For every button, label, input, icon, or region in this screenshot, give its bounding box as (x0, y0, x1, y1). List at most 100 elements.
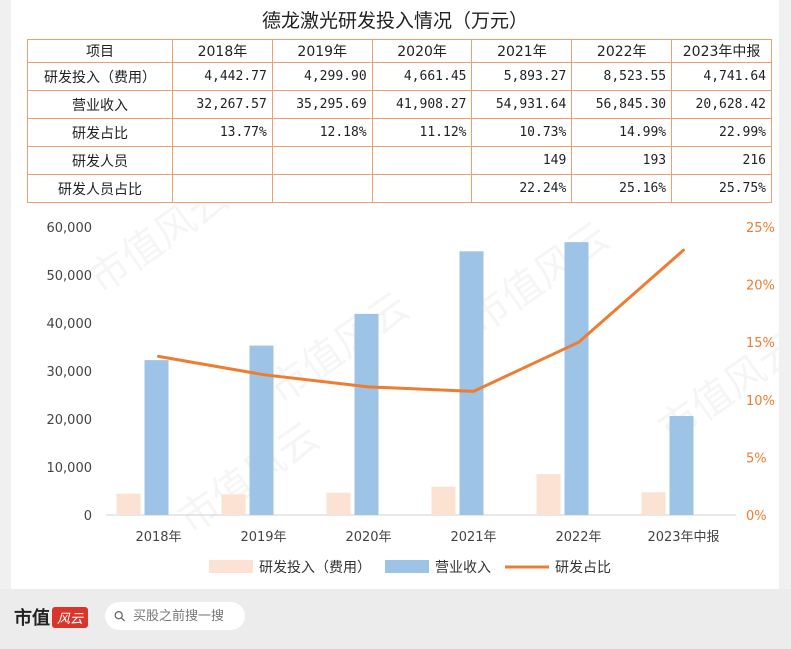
table-cell: 54,931.64 (471, 90, 573, 119)
table-cell: 4,299.90 (271, 62, 373, 91)
bar-revenue (354, 313, 379, 515)
brand-logo[interactable]: 市值 风云 (14, 605, 89, 629)
footer-bar: 市值 风云 (0, 589, 791, 649)
y-right-tick-label: 0% (746, 509, 767, 524)
y-left-tick-label: 50,000 (47, 269, 93, 284)
table-header-year: 2023年中报 (671, 39, 772, 63)
table-header-year: 2019年 (271, 39, 373, 63)
bar-revenue (564, 242, 589, 515)
table-cell: 4,741.64 (671, 62, 772, 91)
table-row: 营业收入 32,267.57 35,295.69 41,908.27 54,931.64… (27, 90, 772, 119)
table-cell: 41,908.27 (371, 90, 473, 119)
y-left-tick-label: 30,000 (47, 365, 93, 380)
table-row: 研发人员占比 22.24% 25.16% 25.75% (27, 174, 772, 203)
y-left-tick-label: 10,000 (47, 461, 93, 476)
line-rd-ratio (157, 248, 685, 393)
y-right-tick-label: 5% (746, 451, 767, 466)
table-cell: 8,523.55 (571, 62, 673, 91)
y-right-tick-label: 10% (746, 394, 775, 409)
x-tick-label: 2020年 (345, 530, 391, 545)
logo-badge: 风云 (52, 606, 89, 628)
data-table: 项目 2018年 2019年 2020年 2021年 2022年 2023年中报 研发投入（… (27, 39, 772, 203)
table-cell (271, 174, 373, 203)
table-row-label: 研发占比 (27, 118, 173, 147)
bar-revenue (459, 251, 484, 515)
table-cell: 149 (471, 146, 573, 175)
table-cell: 13.77% (172, 118, 273, 147)
y-left-tick-label: 60,000 (47, 221, 93, 236)
y-left-tick-label: 40,000 (47, 317, 93, 332)
legend-label: 研发占比 (555, 560, 611, 576)
x-tick-label: 2018年 (135, 530, 181, 545)
x-tick-label: 2022年 (555, 530, 601, 545)
bar-rd-expense (326, 492, 351, 515)
bar-rd-expense (221, 494, 246, 515)
legend-label: 研发投入（费用） (259, 560, 371, 576)
x-tick-label: 2021年 (450, 530, 496, 545)
table-cell: 22.24% (471, 174, 573, 203)
table-cell: 20,628.42 (671, 90, 772, 119)
table-cell: 5,893.27 (471, 62, 573, 91)
table-cell: 14.99% (571, 118, 673, 147)
table-cell: 32,267.57 (172, 90, 273, 119)
table-cell: 25.75% (671, 174, 772, 203)
table-header-year: 2022年 (571, 39, 673, 63)
table-cell: 4,661.45 (371, 62, 473, 91)
table-row: 研发人员 149 193 216 (27, 146, 772, 175)
table-cell: 56,845.30 (571, 90, 673, 119)
table-cell: 11.12% (371, 118, 473, 147)
bar-rd-expense (536, 474, 561, 515)
bar-revenue (144, 360, 169, 515)
table-cell (172, 174, 273, 203)
bar-rd-expense (116, 493, 141, 515)
table-header-row: 项目 2018年 2019年 2020年 2021年 2022年 2023年中报 (27, 39, 772, 63)
table-cell (172, 146, 273, 175)
table-cell (271, 146, 373, 175)
table-header-year: 2021年 (471, 39, 573, 63)
search-box[interactable] (105, 602, 245, 630)
table-row-label: 研发投入（费用） (27, 62, 173, 91)
search-icon (114, 611, 125, 622)
table-cell: 193 (571, 146, 673, 175)
search-input[interactable] (131, 607, 245, 625)
legend-swatch (209, 560, 253, 573)
bar-revenue (669, 415, 694, 515)
y-right-tick-label: 20% (746, 279, 775, 294)
table-header-item: 项目 (27, 39, 173, 63)
table-row-label: 研发人员占比 (27, 174, 173, 203)
bar-revenue (249, 345, 274, 515)
y-right-tick-label: 15% (746, 336, 775, 351)
legend-label: 营业收入 (435, 560, 491, 576)
table-cell (371, 146, 473, 175)
table-row: 研发投入（费用） 4,442.77 4,299.90 4,661.45 5,893.27… (27, 62, 772, 91)
table-cell: 216 (671, 146, 772, 175)
table-cell: 10.73% (471, 118, 573, 147)
table-cell: 35,295.69 (271, 90, 373, 119)
x-tick-label: 2023年中报 (647, 530, 719, 545)
table-row-label: 营业收入 (27, 90, 173, 119)
table-row: 研发占比 13.77% 12.18% 11.12% 10.73% 14.99% 22.99% (27, 118, 772, 147)
table-cell: 12.18% (271, 118, 373, 147)
table-cell: 22.99% (671, 118, 772, 147)
y-left-tick-label: 0 (84, 509, 92, 524)
logo-text: 市值 (14, 608, 50, 629)
combo-chart: 市值风云市值风云市值风云市值风云市值风云 010,00020,00030,000… (47, 205, 775, 576)
chart-title: 德龙激光研发投入情况（万元） (261, 10, 528, 32)
chart-card: 德龙激光研发投入情况（万元） 项目 2018年 2019年 2020年 2021年 202… (11, 0, 779, 589)
y-left-tick-label: 20,000 (47, 413, 93, 428)
table-cell (371, 174, 473, 203)
x-tick-label: 2019年 (240, 530, 286, 545)
legend-swatch (385, 560, 429, 573)
bar-rd-expense (431, 486, 456, 515)
y-right-tick-label: 25% (746, 221, 775, 236)
table-row-label: 研发人员 (27, 146, 173, 175)
bar-rd-expense (641, 492, 666, 515)
table-cell: 4,442.77 (172, 62, 273, 91)
table-header-year: 2018年 (172, 39, 273, 63)
table-cell: 25.16% (571, 174, 673, 203)
